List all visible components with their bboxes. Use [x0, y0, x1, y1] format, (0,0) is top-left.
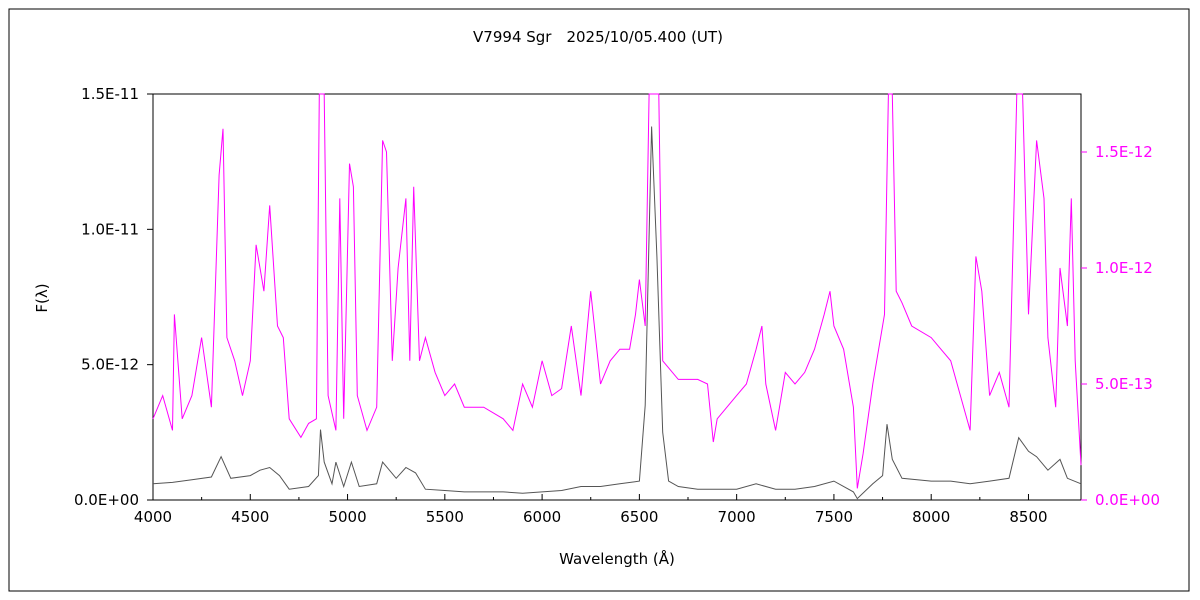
series-line-2 — [152, 93, 1082, 489]
x-tick-label: 6500 — [620, 508, 658, 526]
y-left-tick-label: 1.0E-11 — [81, 220, 139, 238]
plot-area — [152, 93, 1082, 501]
x-axis-label: Wavelength (Å) — [559, 549, 675, 568]
x-tick-label: 8500 — [1009, 508, 1047, 526]
x-tick-label: 5000 — [328, 508, 366, 526]
y-axis-label: F(λ) — [33, 283, 51, 312]
y-right-tick-label: 1.0E-12 — [1095, 259, 1153, 277]
y-left-tick-label: 0.0E+00 — [74, 491, 139, 509]
outer-border — [8, 8, 1190, 592]
y-right-tick-label: 1.5E-12 — [1095, 143, 1153, 161]
y-right-tick-label: 0.0E+00 — [1095, 491, 1160, 509]
x-tick-label: 6000 — [523, 508, 561, 526]
chart-title: V7994 Sgr 2025/10/05.400 (UT) — [473, 28, 723, 46]
y-left-tick-label: 1.5E-11 — [81, 85, 139, 103]
y-left-tick-label: 5.0E-12 — [81, 356, 139, 374]
x-tick-label: 4000 — [134, 508, 172, 526]
x-tick-label: 7500 — [815, 508, 853, 526]
x-tick-label: 4500 — [231, 508, 269, 526]
x-tick-label: 7000 — [718, 508, 756, 526]
x-tick-label: 5500 — [426, 508, 464, 526]
x-tick-label: 8000 — [912, 508, 950, 526]
y-right-tick-label: 5.0E-13 — [1095, 375, 1153, 393]
series-line-1 — [152, 126, 1082, 500]
tick-layer: 4000 4500 5000 5500 6000 6500 7000 7500 8000 8500… — [74, 85, 1160, 526]
series-layer — [152, 93, 1082, 500]
plot-frame — [152, 93, 1082, 501]
